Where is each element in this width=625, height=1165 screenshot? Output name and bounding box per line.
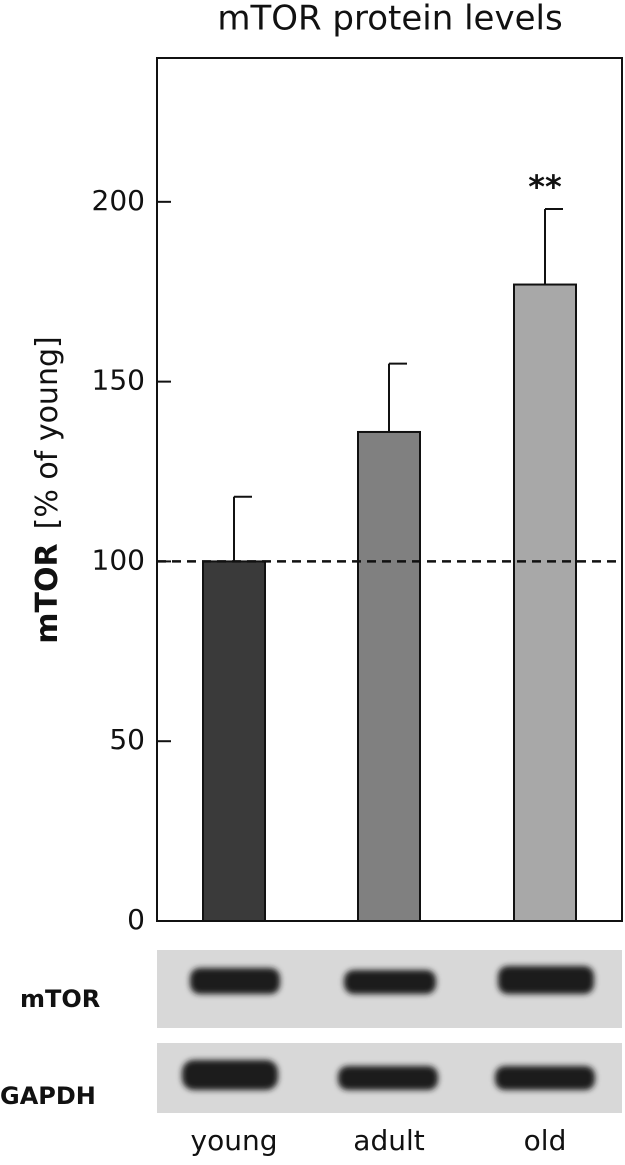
y-axis-label-bold: mTOR bbox=[30, 543, 65, 643]
blot-band bbox=[344, 970, 436, 994]
y-tick-label: 0 bbox=[127, 903, 145, 936]
bar bbox=[513, 283, 577, 923]
bar bbox=[202, 560, 266, 923]
blot-band bbox=[182, 1060, 278, 1090]
y-tick-label: 150 bbox=[92, 364, 145, 397]
chart-title: mTOR protein levels bbox=[217, 0, 562, 39]
blot-band bbox=[495, 1066, 595, 1090]
x-tick-label: adult bbox=[353, 1124, 424, 1157]
x-tick-label: old bbox=[524, 1124, 567, 1157]
y-tick-label: 100 bbox=[92, 543, 145, 576]
blot-label: mTOR bbox=[20, 985, 100, 1013]
y-tick-label: 200 bbox=[92, 184, 145, 217]
blot-label: GAPDH bbox=[0, 1082, 96, 1110]
y-tick-label: 50 bbox=[109, 723, 145, 756]
x-tick-label: young bbox=[191, 1124, 278, 1157]
blot-band bbox=[338, 1066, 438, 1090]
y-axis-label: mTOR [% of young] bbox=[30, 336, 65, 643]
y-axis-label-unit: [% of young] bbox=[30, 336, 65, 529]
blot-band bbox=[498, 966, 594, 994]
significance-marker: ** bbox=[528, 168, 562, 206]
blot-band bbox=[190, 968, 280, 994]
blot-bands bbox=[182, 966, 595, 1090]
bar bbox=[357, 430, 421, 922]
